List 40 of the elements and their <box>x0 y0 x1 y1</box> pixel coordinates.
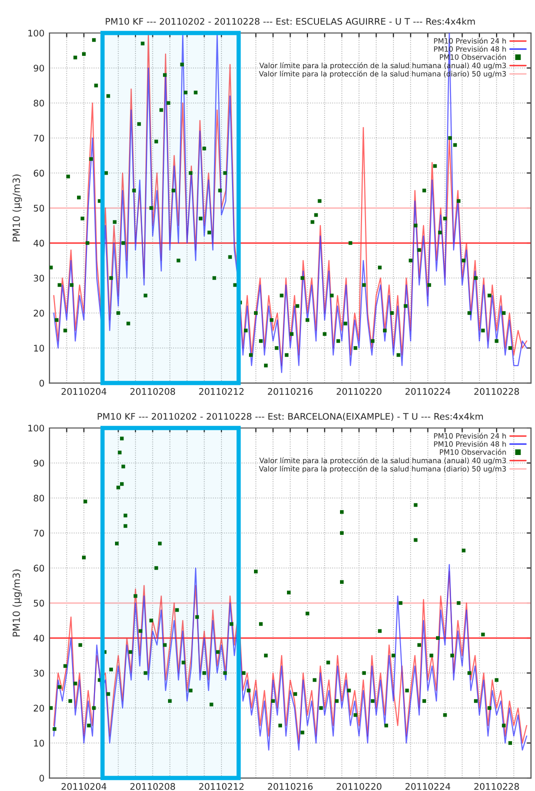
chart-title: PM10 KF --- 20110202 - 20110228 --- Est: ESCUELAS AGUIRRE - U T --- Res:4x4km <box>106 18 475 25</box>
y-tick-label: 50 <box>34 600 44 607</box>
y-tick-label: 60 <box>34 564 44 572</box>
y-tick-label: 40 <box>34 240 44 247</box>
x-tick-label: 20110220 <box>336 388 382 395</box>
y-tick-label: 80 <box>34 100 44 107</box>
y-tick-label: 10 <box>34 740 44 747</box>
y-axis-title: PM10 (µg/m3) <box>12 570 22 636</box>
y-tick-label: 80 <box>34 494 44 502</box>
x-tick-label: 20110208 <box>130 783 176 790</box>
y-tick-label: 90 <box>34 460 44 467</box>
y-tick-label: 50 <box>34 204 44 212</box>
y-axis-title: PM10 (µg/m3) <box>12 174 22 242</box>
y-tick-label: 100 <box>28 30 44 37</box>
x-tick-label: 20110204 <box>62 783 106 790</box>
y-tick-label: 0 <box>39 774 44 782</box>
x-tick-label: 20110216 <box>268 388 313 395</box>
x-tick-label: 20110204 <box>62 388 106 395</box>
y-tick-label: 60 <box>34 170 44 177</box>
chart-title: PM10 KF --- 20110202 - 20110228 --- Est: BARCELONA(EIXAMPLE) - T U --- Res:4x4km <box>98 412 483 421</box>
y-tick-label: 20 <box>34 704 44 712</box>
y-tick-label: 100 <box>28 424 44 432</box>
y-tick-label: 0 <box>39 380 44 387</box>
y-tick-label: 70 <box>34 530 44 537</box>
x-tick-label: 20110228 <box>474 388 519 395</box>
x-tick-label: 20110228 <box>474 783 519 790</box>
y-tick-label: 90 <box>34 64 44 72</box>
y-tick-label: 40 <box>34 634 44 642</box>
y-tick-label: 10 <box>34 344 44 352</box>
x-tick-label: 20110208 <box>130 388 176 395</box>
y-tick-label: 30 <box>34 670 44 677</box>
x-tick-label: 20110216 <box>268 783 313 790</box>
x-tick-label: 20110224 <box>405 783 450 790</box>
y-tick-label: 70 <box>34 134 44 142</box>
x-tick-label: 20110212 <box>199 783 244 790</box>
x-tick-label: 20110224 <box>405 388 450 395</box>
x-tick-label: 20110212 <box>199 388 244 395</box>
x-tick-label: 20110220 <box>336 783 382 790</box>
y-tick-label: 30 <box>34 274 44 282</box>
y-tick-label: 20 <box>34 310 44 317</box>
